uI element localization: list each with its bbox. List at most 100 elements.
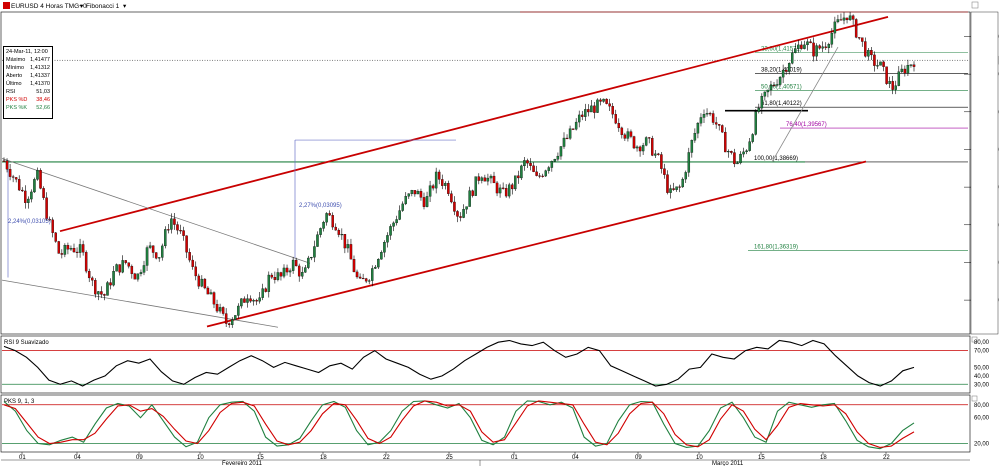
fib-anchor-line: [771, 46, 839, 163]
candle-body: [836, 19, 840, 23]
price-pane-frame: [0, 11, 971, 335]
candle-body: [672, 188, 675, 190]
candle-body: [203, 278, 207, 289]
time-tick-label: 18: [320, 455, 327, 461]
candle-body: [857, 37, 861, 39]
candle-body: [39, 170, 42, 189]
candle-body: [721, 125, 724, 133]
candle-body: [291, 259, 295, 271]
candle-body: [279, 272, 283, 277]
candle-body: [221, 307, 225, 314]
chart-header: EURUSD 4 Horas TMG+0 ▾ Fibonacci 1 ▾: [3, 2, 127, 10]
candle-body: [91, 277, 94, 281]
time-tick-label: 01: [511, 455, 518, 461]
candle-body: [797, 44, 800, 49]
candle-body: [474, 176, 477, 196]
candle-body: [876, 65, 879, 67]
candle-body: [121, 260, 124, 273]
close-icon[interactable]: [971, 1, 979, 9]
candle-body: [361, 277, 365, 280]
candle-body: [94, 280, 97, 295]
candle-body: [879, 61, 882, 66]
candle-body: [620, 127, 624, 135]
candle-body: [343, 234, 347, 249]
candle-body: [559, 146, 563, 157]
candle-body: [507, 184, 511, 197]
candle-body: [547, 167, 551, 171]
candle-body: [425, 196, 429, 207]
candle-body: [848, 15, 852, 21]
chevron-down-icon[interactable]: ▾: [80, 3, 84, 10]
candle-body: [727, 151, 730, 153]
candle-body: [794, 48, 797, 53]
rsi-title: RSI 9 Suavizado: [4, 340, 49, 346]
candle-body: [696, 122, 700, 134]
candle-body: [495, 182, 499, 194]
candle-body: [273, 277, 277, 280]
candle-body: [63, 245, 67, 255]
candle-body: [325, 213, 328, 223]
candle-body: [854, 19, 858, 38]
candle-body: [894, 85, 897, 90]
candle-body: [5, 160, 9, 170]
candle-body: [224, 313, 228, 324]
candle-body: [891, 81, 894, 90]
candle-body: [663, 168, 666, 175]
info-value: 38,46: [36, 97, 50, 103]
pks-axis: 80,00 60,00 20,00: [974, 403, 990, 448]
candle-body: [447, 183, 450, 194]
candle-body: [757, 107, 761, 112]
candle-body: [173, 218, 176, 225]
candle-body: [364, 278, 368, 282]
pane-controls: [971, 1, 979, 402]
info-row: Último 1,41370: [6, 80, 50, 88]
candle-body: [42, 188, 45, 198]
candle-body: [699, 117, 703, 124]
candle-body: [784, 69, 788, 72]
candle-body: [176, 224, 179, 231]
candle-body: [526, 160, 529, 164]
candle-body: [30, 191, 33, 200]
chevron-down-icon[interactable]: ▾: [123, 3, 127, 10]
candle-body: [36, 170, 39, 180]
pks-series: [2, 400, 968, 450]
candle-body: [118, 264, 121, 273]
candle-body: [629, 131, 633, 137]
info-value: 1,41337: [30, 73, 50, 79]
candle-body: [787, 63, 791, 72]
time-tick-label: 18: [820, 455, 827, 461]
candle-body: [517, 175, 520, 179]
fibonacci-tool-label[interactable]: Fibonacci 1: [86, 3, 120, 10]
candle-body: [45, 197, 48, 220]
candle-body: [763, 91, 767, 97]
candle-body: [401, 203, 404, 211]
time-tick-label: 22: [883, 455, 890, 461]
candle-body: [654, 153, 657, 156]
candle-body: [657, 153, 660, 155]
candle-body: [185, 235, 188, 253]
candle-body: [809, 41, 812, 44]
candle-body: [282, 267, 286, 277]
candle-body: [410, 190, 414, 194]
candle-body: [337, 229, 341, 235]
candle-body: [833, 21, 837, 34]
close-icon[interactable]: [971, 336, 978, 343]
candle-body: [742, 151, 745, 155]
close-icon[interactable]: [971, 395, 978, 402]
time-axis: 01 04 09 10 15 18 22 25 01 04 09 10 15 18 22 Fevereiro …: [1, 452, 970, 466]
rsi-pane-frame: [0, 335, 971, 394]
candle-body: [906, 64, 910, 74]
channel-upper: [59, 16, 889, 233]
candle-body: [885, 66, 888, 84]
candle-body: [800, 44, 803, 49]
candle-body: [523, 160, 526, 167]
info-label: PKS %D: [6, 97, 28, 103]
candle-body: [371, 268, 374, 281]
candle-body: [532, 165, 535, 172]
candle-body: [206, 287, 210, 295]
candle-body: [623, 134, 627, 139]
candle-body: [255, 299, 258, 302]
candle-body: [900, 68, 904, 72]
candle-body: [651, 138, 654, 156]
